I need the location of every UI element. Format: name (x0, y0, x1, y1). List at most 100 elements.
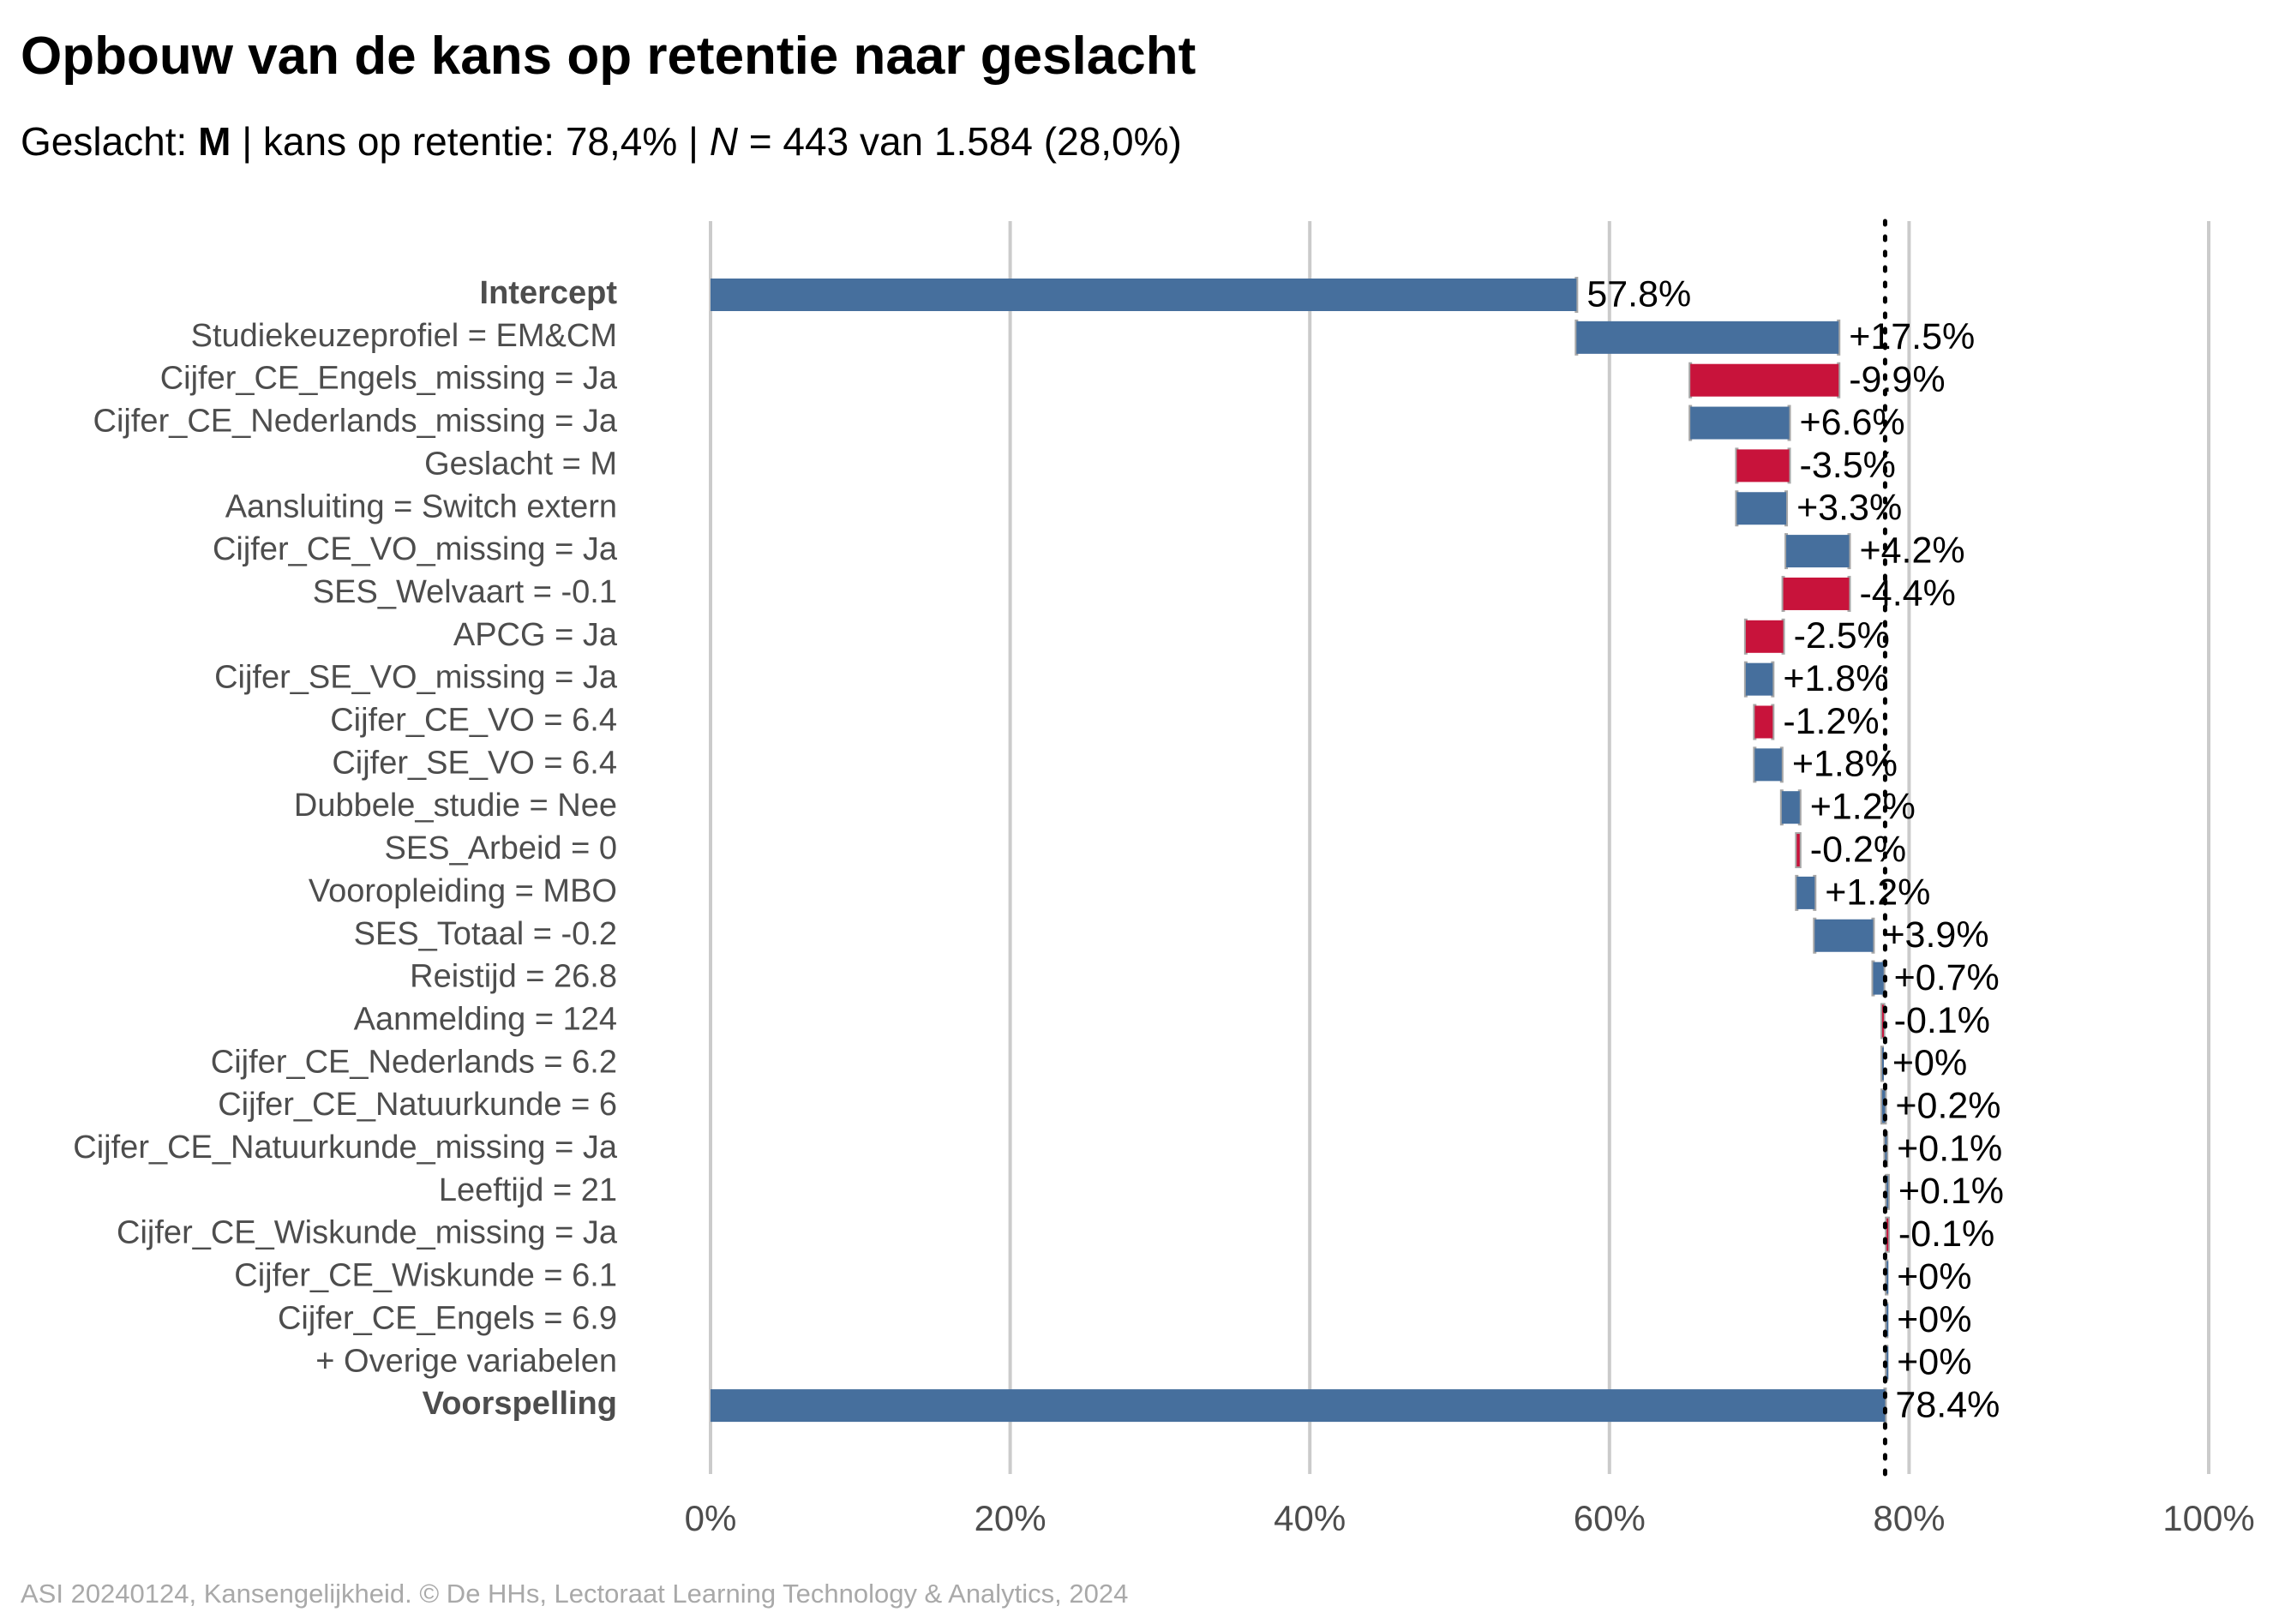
positive-bar (1781, 791, 1800, 824)
subtitle-retention-text: | kans op retentie: 78,4% | (231, 119, 710, 164)
category-label: Dubbele_studie = Nee (294, 788, 617, 824)
value-label: +1.8% (1792, 744, 1898, 785)
category-label: Aansluiting = Switch extern (225, 488, 617, 524)
value-labels: 57.8% +17.5%-9.9%+6.6%-3.5%+3.3%+4.2%-4.4… (1586, 273, 2004, 1425)
category-label: Cijfer_CE_Wiskunde_missing = Ja (117, 1215, 618, 1251)
subtitle-gender-prefix: Geslacht: (21, 119, 199, 164)
x-tick-label: 80% (1873, 1498, 1945, 1538)
category-label: Studiekeuzeprofiel = EM&CM (191, 318, 617, 354)
category-label: + Overige variabelen (315, 1343, 617, 1379)
category-label: Cijfer_CE_VO = 6.4 (330, 703, 617, 739)
value-label: +0.1% (1898, 1171, 2004, 1212)
category-label: APCG = Ja (453, 617, 618, 653)
category-label: Cijfer_CE_Engels = 6.9 (278, 1300, 617, 1336)
value-label: +17.5% (1849, 316, 1975, 357)
value-label: +0.1% (1897, 1128, 2002, 1169)
value-label: +3.3% (1796, 488, 1902, 529)
value-label: 78.4% (1895, 1384, 2000, 1425)
value-label: -3.5% (1800, 445, 1896, 486)
total-bar (711, 279, 1577, 311)
value-label: +0% (1897, 1256, 1971, 1297)
positive-bar (1814, 919, 1874, 952)
x-tick-label: 0% (685, 1498, 737, 1538)
positive-bar (1754, 748, 1782, 782)
negative-bar (1796, 834, 1800, 867)
positive-bar (1886, 1175, 1889, 1208)
category-label: Cijfer_CE_Wiskunde = 6.1 (234, 1258, 617, 1294)
negative-bar (1754, 705, 1773, 739)
negative-bar (1745, 620, 1784, 653)
value-label: +0.2% (1895, 1086, 2000, 1127)
negative-bar (1886, 1218, 1889, 1251)
category-label: Aanmelding = 124 (354, 1001, 617, 1037)
negative-bar (1881, 1004, 1884, 1038)
value-label: -0.1% (1898, 1214, 1994, 1255)
category-labels: Intercept Studiekeuzeprofiel = EM&CM Cijfe… (73, 275, 618, 1422)
subtitle-n-symbol: N (709, 119, 738, 164)
positive-bar (1886, 1346, 1889, 1380)
value-label: +3.9% (1883, 914, 1988, 956)
value-label: +1.2% (1825, 872, 1930, 913)
value-label: +1.8% (1783, 658, 1888, 699)
value-label: +6.6% (1800, 402, 1905, 443)
value-label: +4.2% (1859, 530, 1964, 571)
positive-bar (1881, 1047, 1884, 1081)
positive-bar (1745, 662, 1773, 696)
x-tick-label: 100% (2162, 1498, 2254, 1538)
category-label: Intercept (480, 275, 618, 311)
chart-subtitle: Geslacht: M | kans op retentie: 78,4% | … (21, 118, 1182, 165)
positive-bar (1886, 1261, 1889, 1294)
value-label: 57.8% (1586, 273, 1691, 315)
negative-bar (1690, 363, 1839, 397)
positive-bar (1886, 1303, 1889, 1337)
category-label: Cijfer_CE_Nederlands = 6.2 (211, 1044, 617, 1080)
value-label: -0.2% (1810, 829, 1906, 870)
category-label: Leeftijd = 21 (439, 1172, 617, 1208)
category-label: Cijfer_CE_Nederlands_missing = Ja (93, 404, 618, 440)
category-label: Cijfer_CE_Natuurkunde = 6 (218, 1087, 617, 1123)
x-tick-label: 20% (975, 1498, 1047, 1538)
value-label: -2.5% (1794, 615, 1890, 656)
x-tick-label: 40% (1274, 1498, 1346, 1538)
negative-bar (1783, 577, 1850, 610)
category-label: Cijfer_CE_Engels_missing = Ja (160, 361, 618, 397)
category-label: Cijfer_SE_VO = 6.4 (332, 745, 617, 781)
positive-bar (1690, 406, 1790, 440)
category-label: SES_Welvaart = -0.1 (313, 574, 617, 610)
value-label: -9.9% (1849, 359, 1945, 400)
subtitle-n-text: = 443 van 1.584 (28,0%) (738, 119, 1182, 164)
positive-bar (1873, 962, 1884, 995)
category-label: Vooropleiding = MBO (309, 873, 617, 909)
category-label: Cijfer_CE_VO_missing = Ja (213, 531, 618, 567)
positive-bar (1796, 876, 1815, 909)
value-label: -1.2% (1783, 701, 1879, 742)
positive-bar (1786, 535, 1850, 568)
chart-title: Opbouw van de kans op retentie naar gesl… (21, 27, 1196, 86)
value-label: -0.1% (1894, 1000, 1990, 1041)
total-bar (711, 1389, 1886, 1423)
value-label: +0% (1892, 1043, 1967, 1084)
positive-bar (1576, 321, 1839, 354)
category-label: Geslacht = M (424, 446, 617, 482)
value-label: +0.7% (1894, 957, 2000, 998)
category-label: Cijfer_CE_Natuurkunde_missing = Ja (73, 1130, 618, 1166)
positive-bar (1736, 492, 1787, 525)
value-label: -4.4% (1859, 572, 1955, 614)
category-label: Reistijd = 26.8 (410, 959, 617, 995)
x-tick-label: 60% (1574, 1498, 1646, 1538)
negative-bar (1736, 449, 1790, 482)
category-label: Voorspelling (423, 1386, 617, 1422)
chart-caption: ASI 20240124, Kansengelijkheid. © De HHs… (21, 1579, 1129, 1609)
category-label: SES_Arbeid = 0 (385, 830, 617, 866)
subtitle-gender-value: M (198, 119, 231, 164)
value-label: +0% (1897, 1342, 1971, 1383)
x-axis-tick-labels: 0% 20% 40% 60% 80% 100% (685, 1498, 2255, 1538)
value-label: +0% (1897, 1299, 1971, 1340)
positive-bar (1881, 1090, 1886, 1124)
bars (711, 279, 1889, 1423)
value-label: +1.2% (1810, 787, 1916, 828)
grid-lines (709, 221, 2210, 1474)
category-label: Cijfer_SE_VO_missing = Ja (214, 660, 618, 696)
category-label: SES_Totaal = -0.2 (354, 916, 617, 952)
